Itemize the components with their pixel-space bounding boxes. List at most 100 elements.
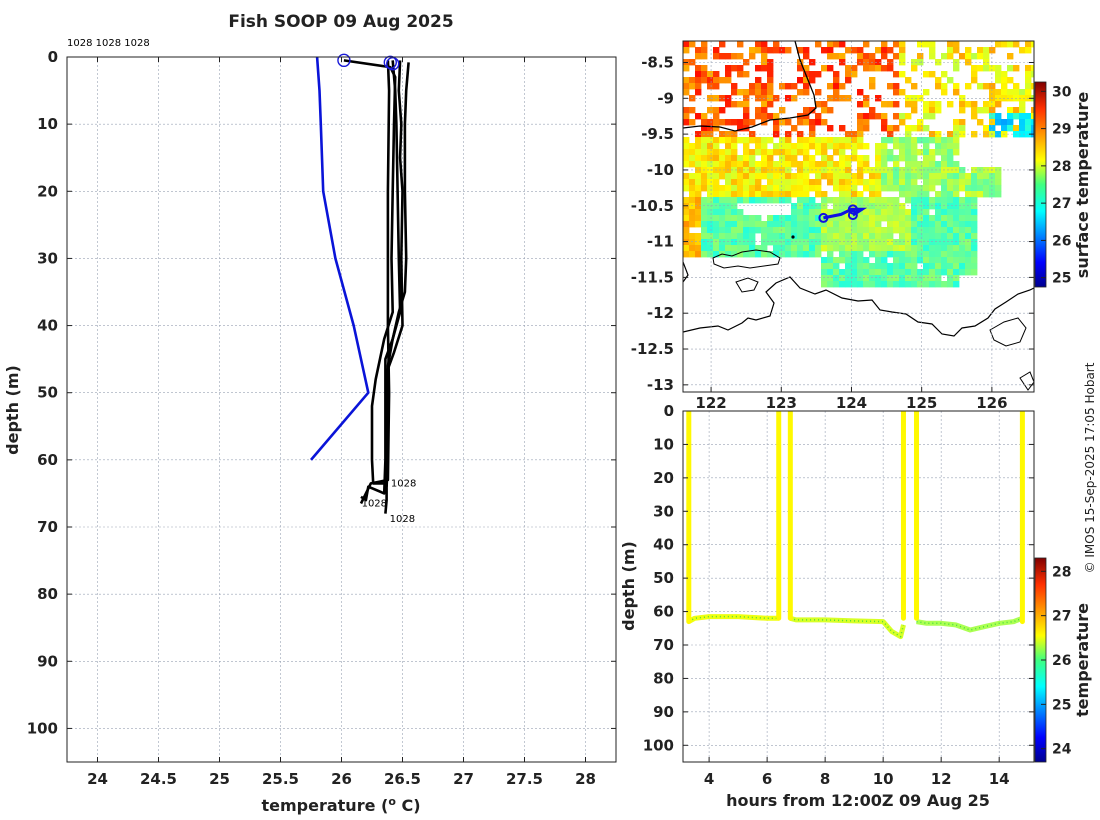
sst-cell [971, 263, 978, 270]
sst-cell [899, 41, 906, 48]
sst-cell [767, 221, 774, 228]
sst-cell [833, 89, 840, 96]
sst-cell [785, 173, 792, 180]
profile-y-tick-label: 10 [37, 115, 58, 133]
sst-cell [773, 245, 780, 252]
sst-cell [947, 41, 954, 48]
sst-cell [689, 155, 696, 162]
sst-cell [995, 131, 1002, 138]
sst-cell [947, 161, 954, 168]
sst-cell [935, 233, 942, 240]
sst-cell [821, 233, 828, 240]
sst-cell [935, 131, 942, 138]
sst-cell [785, 245, 792, 252]
sst-cell [767, 233, 774, 240]
sst-colorbar-tick-label: 30 [1052, 84, 1072, 100]
sst-cell [761, 245, 768, 252]
sst-cell [695, 173, 702, 180]
sst-cell [749, 149, 756, 156]
sst-cell [845, 65, 852, 72]
sst-cell [893, 143, 900, 150]
sst-cell [803, 89, 810, 96]
sst-cell [827, 215, 834, 222]
sst-cell [887, 65, 894, 72]
section-bottom-trace [687, 614, 779, 624]
sst-cell [905, 281, 912, 288]
sst-cell [983, 191, 990, 198]
profile-start-marker [337, 53, 351, 68]
sst-cell [995, 113, 1002, 120]
sst-cell [839, 215, 846, 222]
sst-cell [893, 125, 900, 132]
sst-cell [893, 257, 900, 264]
sst-cell [881, 47, 888, 54]
sst-cell [809, 221, 816, 228]
sst-cell [929, 239, 936, 246]
sst-cell [827, 221, 834, 228]
sst-cell [959, 197, 966, 204]
sst-cell [827, 107, 834, 114]
sst-cell [863, 167, 870, 174]
sst-cell [1019, 131, 1026, 138]
sst-cell [875, 59, 882, 66]
sst-cell [863, 155, 870, 162]
sst-cell [875, 155, 882, 162]
section-y-tick-label: 80 [653, 669, 674, 687]
sst-cell [755, 107, 762, 114]
sst-cell [989, 119, 996, 126]
sst-cell [695, 245, 702, 252]
sst-cell [845, 281, 852, 288]
sst-cell [953, 89, 960, 96]
sst-cell [827, 47, 834, 54]
sst-cell [821, 257, 828, 264]
profile-x-tick-label: 24 [87, 770, 108, 788]
sst-colorbar [1034, 81, 1047, 288]
sst-cell [953, 209, 960, 216]
sst-cell [797, 239, 804, 246]
sst-cell [683, 227, 690, 234]
sst-cell [887, 281, 894, 288]
sst-cell [761, 65, 768, 72]
sst-cell [803, 245, 810, 252]
sst-cell [713, 203, 720, 210]
sst-cell [827, 95, 834, 102]
sst-cell [857, 191, 864, 198]
sst-cell [725, 245, 732, 252]
section-y-tick-label: 40 [653, 536, 674, 554]
sst-cell [983, 101, 990, 108]
profile-end-label: 1028 [390, 514, 415, 525]
sst-cell [929, 221, 936, 228]
sst-cell [929, 203, 936, 210]
sst-cell [839, 197, 846, 204]
sst-cell [923, 257, 930, 264]
sst-cell [821, 137, 828, 144]
sst-cell [773, 149, 780, 156]
sst-cell [719, 41, 726, 48]
sst-cell [731, 251, 738, 258]
sst-cell [683, 83, 690, 90]
sst-cell [929, 149, 936, 156]
sst-cell [689, 173, 696, 180]
sst-cell [713, 149, 720, 156]
sst-cell [869, 269, 876, 276]
sst-cell [875, 233, 882, 240]
sst-cell [815, 101, 822, 108]
sst-cell [821, 101, 828, 108]
sst-cell [995, 179, 1002, 186]
sst-cell [809, 245, 816, 252]
sst-cell [713, 209, 720, 216]
sst-cell [815, 143, 822, 150]
sst-cell [833, 77, 840, 84]
sst-cell [995, 95, 1002, 102]
sst-cell [719, 95, 726, 102]
sst-cell [929, 179, 936, 186]
profile-y-tick-label: 0 [48, 48, 58, 66]
sst-cell [893, 89, 900, 96]
sst-cell [959, 185, 966, 192]
sst-cell [929, 53, 936, 60]
sst-cell [779, 83, 786, 90]
sst-cell [809, 209, 816, 216]
sst-cell [797, 197, 804, 204]
sst-cell [809, 215, 816, 222]
sst-cell [971, 71, 978, 78]
